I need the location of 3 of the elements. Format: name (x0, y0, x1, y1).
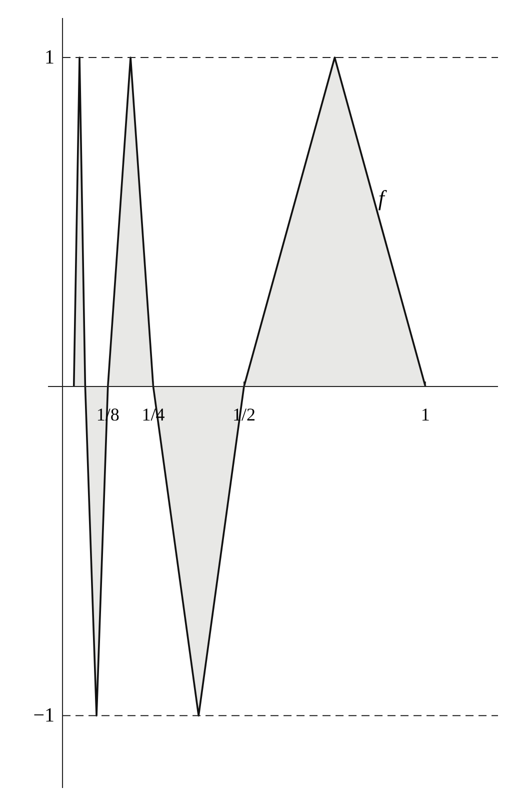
annotation: f (378, 186, 388, 211)
x-tick-label: 1 (420, 404, 430, 425)
y-tick-label: −1 (33, 704, 55, 727)
